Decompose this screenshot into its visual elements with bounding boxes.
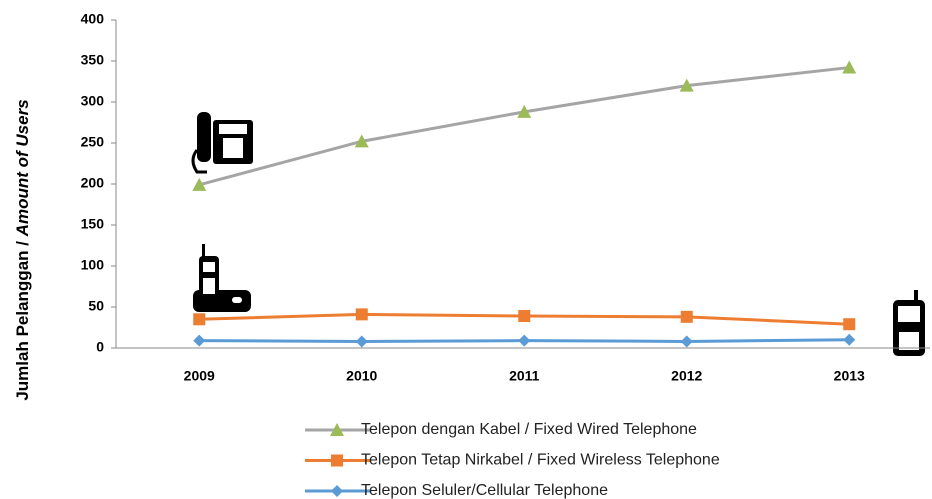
x-tick-label: 2013: [834, 368, 865, 384]
marker: [680, 310, 693, 323]
cordless-phone-icon: [193, 244, 251, 312]
marker: [355, 335, 368, 348]
marker: [843, 333, 856, 346]
y-tick-label: 250: [81, 134, 105, 150]
y-label-part: Jumlah Pelanggan /: [13, 236, 32, 400]
x-tick-label: 2010: [346, 368, 377, 384]
marker: [843, 318, 856, 331]
marker: [842, 60, 857, 74]
marker: [518, 334, 531, 347]
y-tick-label: 150: [81, 216, 105, 232]
y-tick-label: 400: [81, 11, 105, 27]
legend-label: Telepon Seluler/Cellular Telephone: [361, 482, 608, 499]
x-tick-label: 2009: [184, 368, 215, 384]
legend-marker: [331, 485, 343, 497]
x-tick-label: 2012: [671, 368, 702, 384]
marker: [354, 134, 369, 148]
marker: [679, 78, 694, 92]
y-tick-label: 300: [81, 93, 105, 109]
marker: [193, 313, 206, 326]
marker: [193, 334, 206, 347]
legend-marker: [330, 423, 344, 436]
legend-label: Telepon Tetap Nirkabel / Fixed Wireless …: [361, 452, 720, 469]
y-label-part: Amount of Users: [13, 99, 32, 237]
series-line: [198, 66, 850, 187]
marker: [680, 335, 693, 348]
marker: [192, 177, 207, 191]
mobile-phone-icon: [893, 290, 925, 356]
marker: [518, 310, 531, 323]
marker: [517, 104, 532, 118]
y-tick-label: 50: [88, 298, 104, 314]
y-tick-label: 100: [81, 257, 105, 273]
desk-phone-icon: [191, 112, 253, 174]
legend-marker: [331, 454, 343, 467]
x-tick-label: 2011: [509, 368, 540, 384]
marker: [355, 308, 368, 321]
y-tick-label: 0: [96, 339, 104, 355]
y-axis-label: Jumlah Pelanggan / Amount of Users: [13, 99, 32, 400]
y-tick-label: 200: [81, 175, 105, 191]
y-tick-label: 350: [81, 52, 105, 68]
legend-label: Telepon dengan Kabel / Fixed Wired Telep…: [361, 421, 697, 438]
